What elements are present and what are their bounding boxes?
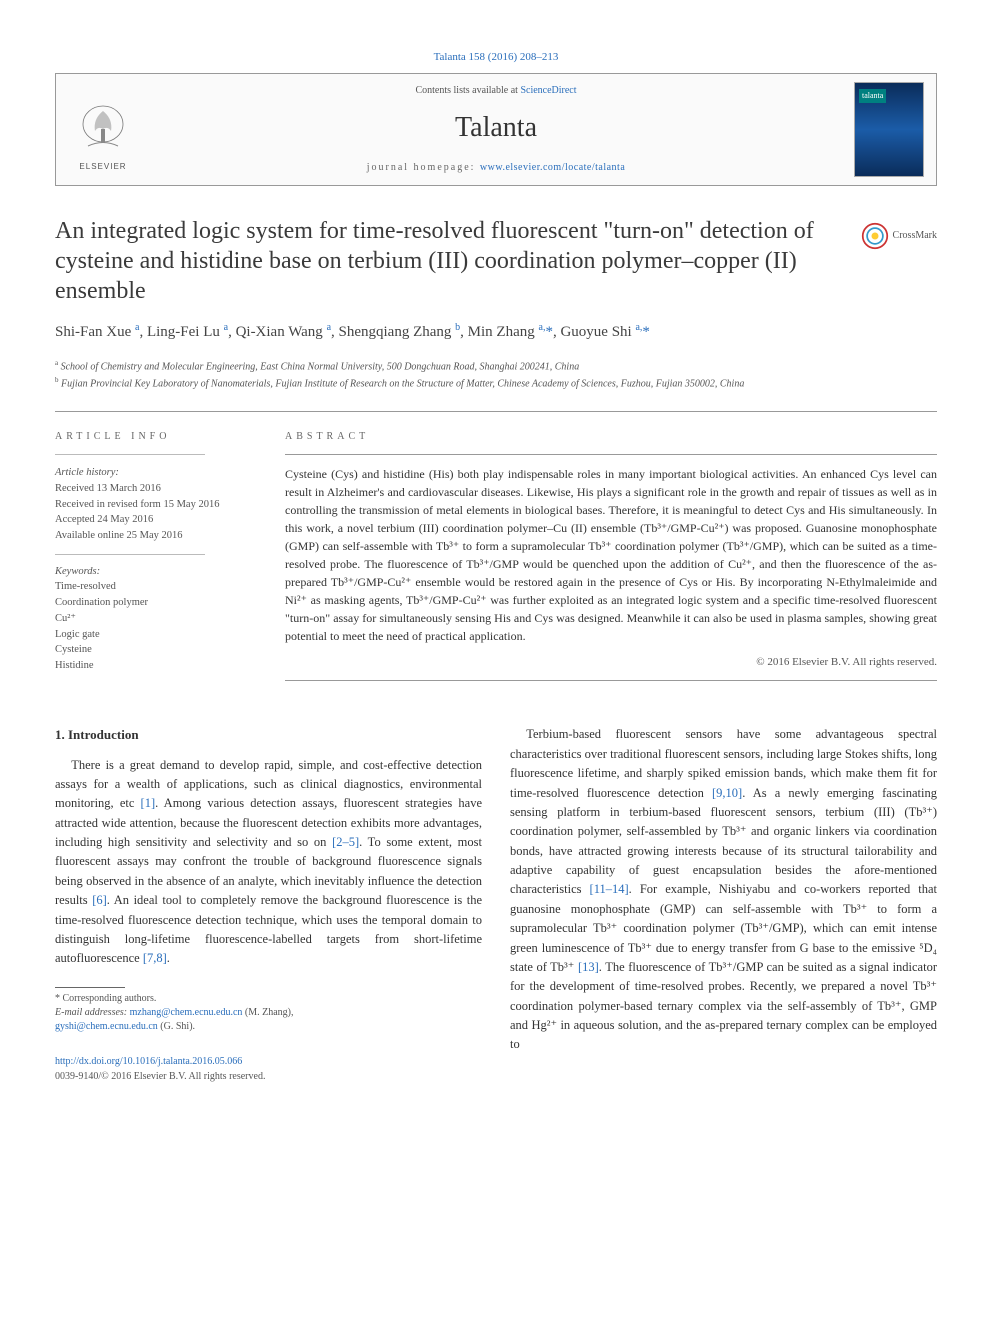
citation-link[interactable]: [13] xyxy=(578,960,599,974)
journal-name: Talanta xyxy=(138,108,854,147)
footnotes: * Corresponding authors. E-mail addresse… xyxy=(55,992,482,1034)
abstract-copyright: © 2016 Elsevier B.V. All rights reserved… xyxy=(285,655,937,670)
citation-link[interactable]: [9,10] xyxy=(712,786,742,800)
keyword-item: Cu²⁺ xyxy=(55,611,255,627)
keyword-item: Logic gate xyxy=(55,627,255,643)
keyword-item: Cysteine xyxy=(55,642,255,658)
affiliation-b: b Fujian Provincial Key Laboratory of Na… xyxy=(55,375,937,391)
crossmark-badge[interactable]: CrossMark xyxy=(861,222,937,250)
divider xyxy=(55,411,937,412)
email-name-1: (M. Zhang), xyxy=(242,1007,293,1018)
doi-link[interactable]: http://dx.doi.org/10.1016/j.talanta.2016… xyxy=(55,1054,482,1070)
received-date: Received 13 March 2016 xyxy=(55,483,161,494)
keywords-label: Keywords: xyxy=(55,565,255,580)
section-title: Introduction xyxy=(68,727,139,742)
authors-list: Shi-Fan Xue a, Ling-Fei Lu a, Qi-Xian Wa… xyxy=(55,320,937,344)
keywords-list: Time-resolvedCoordination polymerCu²⁺Log… xyxy=(55,579,255,674)
article-info-label: ARTICLE INFO xyxy=(55,430,255,444)
cover-label: talanta xyxy=(859,89,886,102)
article-title: An integrated logic system for time-reso… xyxy=(55,216,841,306)
issn-line: 0039-9140/© 2016 Elsevier B.V. All right… xyxy=(55,1069,482,1085)
history-label: Article history: xyxy=(55,467,119,478)
citation-link[interactable]: [7,8] xyxy=(143,951,167,965)
citation-link[interactable]: [11–14] xyxy=(590,882,629,896)
accepted-date: Accepted 24 May 2016 xyxy=(55,514,153,525)
intro-paragraph-1: There is a great demand to develop rapid… xyxy=(55,756,482,969)
abstract-text: Cysteine (Cys) and histidine (His) both … xyxy=(285,465,937,645)
email-label: E-mail addresses: xyxy=(55,1007,130,1018)
crossmark-icon xyxy=(861,222,889,250)
elsevier-logo: ELSEVIER xyxy=(68,87,138,172)
intro-paragraph-2: Terbium-based fluorescent sensors have s… xyxy=(510,725,937,1054)
corresponding-note: * Corresponding authors. xyxy=(55,992,482,1006)
journal-reference: Talanta 158 (2016) 208–213 xyxy=(55,50,937,65)
elsevier-tree-icon xyxy=(73,101,133,161)
abstract-end-divider xyxy=(285,680,937,681)
affiliations: a School of Chemistry and Molecular Engi… xyxy=(55,358,937,391)
contents-prefix: Contents lists available at xyxy=(415,85,520,96)
homepage-prefix: journal homepage: xyxy=(367,162,480,173)
section-number: 1. xyxy=(55,727,65,742)
citation-link[interactable]: [2–5] xyxy=(332,835,359,849)
online-date: Available online 25 May 2016 xyxy=(55,530,183,541)
abstract-label: ABSTRACT xyxy=(285,430,937,444)
citation-link[interactable]: [6] xyxy=(92,893,107,907)
meta-divider xyxy=(55,454,205,455)
homepage-line: journal homepage: www.elsevier.com/locat… xyxy=(138,161,854,175)
email-name-2: (G. Shi). xyxy=(158,1021,195,1032)
abstract-divider xyxy=(285,454,937,455)
journal-cover-thumbnail: talanta xyxy=(854,82,924,177)
keyword-item: Histidine xyxy=(55,658,255,674)
section-heading: 1. Introduction xyxy=(55,725,482,745)
journal-header: ELSEVIER Contents lists available at Sci… xyxy=(55,73,937,186)
elsevier-label: ELSEVIER xyxy=(79,161,126,172)
contents-line: Contents lists available at ScienceDirec… xyxy=(138,84,854,98)
email-link-1[interactable]: mzhang@chem.ecnu.edu.cn xyxy=(130,1007,243,1018)
crossmark-label: CrossMark xyxy=(893,229,937,243)
sciencedirect-link[interactable]: ScienceDirect xyxy=(520,85,576,96)
revised-date: Received in revised form 15 May 2016 xyxy=(55,499,219,510)
citation-link[interactable]: [1] xyxy=(141,796,156,810)
meta-divider xyxy=(55,554,205,555)
body-column-right: Terbium-based fluorescent sensors have s… xyxy=(510,725,937,1084)
article-history: Article history: Received 13 March 2016 … xyxy=(55,465,255,544)
email-link-2[interactable]: gyshi@chem.ecnu.edu.cn xyxy=(55,1021,158,1032)
keyword-item: Coordination polymer xyxy=(55,595,255,611)
footnote-divider xyxy=(55,987,125,988)
journal-homepage-link[interactable]: www.elsevier.com/locate/talanta xyxy=(480,162,625,173)
affiliation-a: a School of Chemistry and Molecular Engi… xyxy=(55,358,937,374)
keyword-item: Time-resolved xyxy=(55,579,255,595)
body-column-left: 1. Introduction There is a great demand … xyxy=(55,725,482,1084)
